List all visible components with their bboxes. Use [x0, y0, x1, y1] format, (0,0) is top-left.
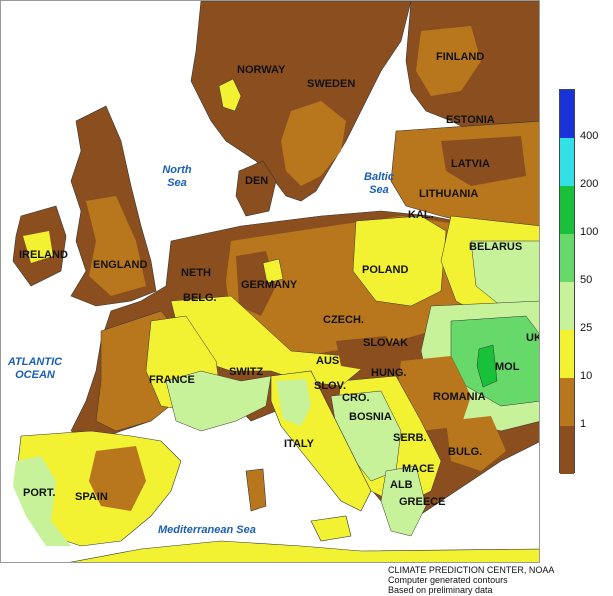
label-germany: GERMANY — [241, 279, 298, 291]
credits: CLIMATE PREDICTION CENTER, NOAA Computer… — [388, 565, 554, 595]
label-serb: SERB. — [393, 432, 427, 444]
hungary-brown — [336, 336, 401, 371]
legend-swatch-25-50 — [560, 282, 574, 330]
denmark — [235, 160, 277, 217]
label-north-sea: North Sea — [162, 164, 192, 189]
label-ukraine-partial: UK — [526, 332, 539, 344]
label-england: ENGLAND — [93, 259, 148, 271]
label-baltic-sea: Baltic Sea — [364, 171, 394, 196]
legend-swatch-1-10 — [560, 378, 574, 426]
legend-tick-label: 200 — [580, 178, 599, 190]
iberia-light-green — [13, 456, 71, 546]
label-mediterranean-sea: Mediterranean Sea — [158, 524, 256, 536]
label-norway: NORWAY — [237, 64, 286, 76]
label-atlantic-ocean: ATLANTIC OCEAN — [7, 356, 63, 381]
ireland-yellow — [23, 231, 53, 263]
legend-swatch-100-200 — [560, 186, 574, 234]
sicily — [310, 515, 352, 542]
label-belarus: BELARUS — [469, 241, 523, 253]
label-bulg: BULG. — [448, 446, 483, 458]
france-light-green — [165, 370, 272, 432]
baltics-dark-patch — [441, 136, 526, 186]
italy-light-green — [276, 379, 311, 426]
legend-tick-label: 10 — [580, 370, 593, 382]
label-bosnia: BOSNIA — [349, 411, 392, 423]
label-mol: MOL — [495, 361, 520, 373]
legend-tick-label: 400 — [580, 130, 599, 142]
label-aus: AUS — [316, 355, 340, 367]
north-africa — [70, 540, 539, 562]
credit-note: Based on preliminary data — [388, 585, 493, 595]
label-france: FRANCE — [149, 374, 195, 386]
greece-light-green — [380, 465, 427, 537]
legend-swatch-50-100 — [560, 234, 574, 282]
norway-yellow-spot — [218, 78, 242, 112]
iberia-brown — [89, 446, 146, 511]
label-cro: CRO. — [342, 392, 370, 404]
label-romania: ROMANIA — [433, 391, 486, 403]
germany-yellow-spot — [262, 258, 284, 284]
label-greece: GREECE — [399, 496, 446, 508]
label-neth: NETH — [181, 267, 211, 279]
label-kal: KAL. — [408, 209, 434, 221]
legend-tick-label: 25 — [580, 322, 593, 334]
label-den: DEN — [245, 175, 269, 187]
label-italy: ITALY — [284, 438, 314, 450]
precipitation-map: NORWAY SWEDEN FINLAND ESTONIA LATVIA LIT… — [0, 0, 540, 563]
label-lithuania: LITHUANIA — [419, 188, 479, 200]
label-belg: BELG. — [183, 292, 217, 304]
label-finland: FINLAND — [436, 51, 485, 63]
map-canvas — [1, 1, 539, 562]
label-mace: MACE — [402, 463, 435, 475]
bulgaria-brown — [446, 416, 506, 471]
legend-tick-label: 100 — [580, 226, 599, 238]
moldova-dark-green — [476, 344, 498, 388]
poland-yellow — [352, 215, 447, 307]
credit-method: Computer generated contours — [388, 575, 508, 585]
legend-swatch-200-400 — [560, 138, 574, 186]
label-estonia: ESTONIA — [446, 114, 495, 126]
label-spain: SPAIN — [75, 491, 108, 503]
legend-swatch-400-plus — [560, 90, 574, 138]
label-czech: CZECH. — [323, 314, 364, 326]
label-slov: SLOV. — [314, 380, 346, 392]
label-hung: HUNG. — [371, 367, 407, 379]
legend-tick-label: 1 — [580, 418, 587, 430]
label-latvia: LATVIA — [451, 158, 490, 170]
scandinavia-landmass — [190, 1, 412, 202]
label-slovak: SLOVAK — [363, 337, 409, 349]
sweden-region-light — [281, 101, 346, 186]
label-sweden: SWEDEN — [307, 78, 356, 90]
legend-swatch-10-25 — [560, 330, 574, 378]
credit-source: CLIMATE PREDICTION CENTER, NOAA — [388, 565, 555, 575]
britain-light-region — [86, 196, 146, 296]
legend-swatch-below-1 — [560, 426, 574, 474]
label-port: PORT. — [23, 487, 56, 499]
legend-colorbar — [559, 89, 575, 474]
sardinia — [245, 468, 267, 512]
label-alb: ALB — [390, 479, 413, 491]
label-switz: SWITZ — [229, 366, 264, 378]
label-ireland: IRELAND — [19, 249, 68, 261]
legend-tick-label: 50 — [580, 274, 593, 286]
label-poland: POLAND — [362, 264, 409, 276]
finland-light-region — [416, 26, 481, 96]
